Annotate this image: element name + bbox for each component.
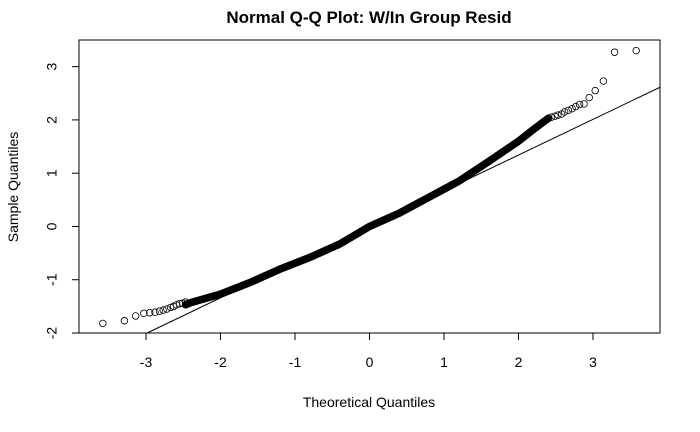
qq-point xyxy=(560,108,569,116)
qq-point xyxy=(120,317,129,325)
qq-point xyxy=(99,319,107,328)
qq-point xyxy=(564,106,573,115)
qq-point xyxy=(580,100,588,108)
qq-point xyxy=(140,309,148,317)
x-tick-label: -2 xyxy=(214,354,227,370)
y-tick-label: 0 xyxy=(44,222,60,230)
qq-point xyxy=(159,306,167,314)
qq-point xyxy=(151,308,159,316)
qq-point xyxy=(551,112,559,120)
chart-title: Normal Q-Q Plot: W/In Group Resid xyxy=(226,8,512,27)
y-tick-label: 3 xyxy=(44,63,60,71)
x-tick-label: 1 xyxy=(440,354,448,370)
x-tick-label: 2 xyxy=(515,354,523,370)
qq-point xyxy=(568,105,576,113)
qq-point xyxy=(572,102,580,111)
x-tick-label: -3 xyxy=(140,354,153,370)
qq-point xyxy=(181,298,190,306)
qq-point xyxy=(599,77,608,85)
x-tick-label: -1 xyxy=(289,354,302,370)
qq-point xyxy=(155,307,164,315)
qq-point xyxy=(146,309,154,317)
qq-point xyxy=(178,299,187,307)
qq-point xyxy=(585,93,593,102)
axis-ticks: -3 -2 -1 0 1 2 3 -2 -1 0 1 2 3 xyxy=(44,63,597,370)
y-axis-label: Sample Quantiles xyxy=(5,132,21,243)
plot-frame xyxy=(78,39,661,334)
qq-point xyxy=(544,114,552,123)
qq-point xyxy=(591,86,599,95)
qq-point xyxy=(547,113,555,121)
qq-point xyxy=(554,111,562,119)
qq-point xyxy=(575,100,584,109)
x-tick-label: 0 xyxy=(366,354,374,370)
qq-point xyxy=(166,303,175,312)
y-tick-label: 1 xyxy=(44,169,60,177)
qq-point xyxy=(610,48,619,56)
qq-point xyxy=(163,305,171,313)
y-tick-label: -1 xyxy=(44,273,60,286)
x-tick-label: 3 xyxy=(589,354,597,370)
data-points xyxy=(99,46,640,328)
y-tick-label: -2 xyxy=(44,327,60,340)
qq-point xyxy=(632,46,640,55)
qq-point xyxy=(131,312,140,320)
y-tick-label: 2 xyxy=(44,116,60,124)
x-axis-label: Theoretical Quantiles xyxy=(303,394,435,410)
